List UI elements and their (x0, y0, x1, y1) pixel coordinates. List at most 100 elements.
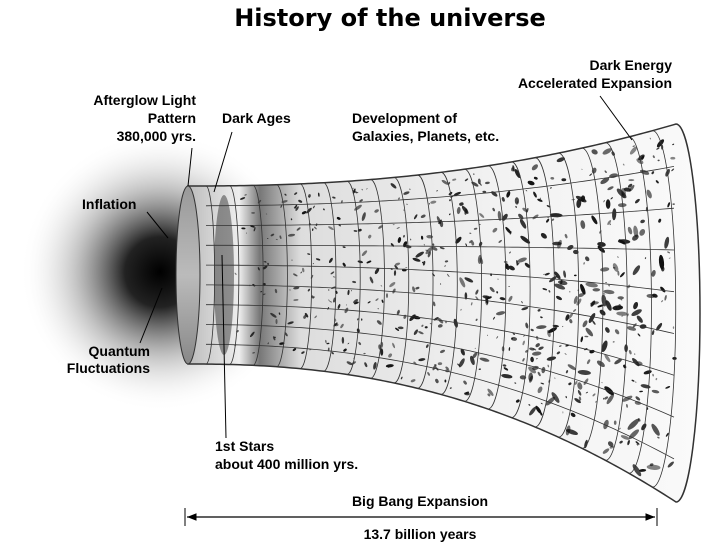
galaxy (394, 262, 401, 266)
galaxy (458, 358, 465, 368)
galaxy (294, 204, 298, 209)
galaxy (292, 348, 297, 352)
grid-ring (605, 142, 628, 461)
grid-ring (323, 182, 337, 372)
galaxy (336, 216, 341, 220)
galaxy (492, 316, 496, 320)
label-line: 380,000 yrs. (117, 128, 196, 144)
pointer (187, 147, 193, 187)
galaxy (410, 238, 412, 241)
galaxy (390, 183, 397, 189)
galaxy (554, 283, 566, 290)
galaxy (373, 361, 377, 370)
galaxy (301, 211, 307, 215)
galaxy (622, 163, 625, 166)
galaxy (603, 419, 609, 430)
galaxy (361, 318, 363, 321)
galaxy (302, 267, 305, 273)
galaxy (528, 366, 537, 374)
galaxy (656, 147, 660, 150)
galaxy (565, 344, 569, 347)
galaxy (536, 325, 547, 329)
galaxy (636, 315, 643, 323)
galaxy (260, 291, 263, 293)
galaxy (584, 439, 588, 449)
galaxy (279, 342, 285, 345)
label-inflation: Inflation (82, 196, 169, 239)
galaxy (509, 251, 511, 254)
galaxy (515, 399, 520, 403)
galaxy (618, 203, 627, 208)
galaxy (652, 293, 658, 298)
galaxy (542, 288, 548, 291)
galaxy (640, 384, 651, 389)
grid-ring (440, 171, 458, 395)
galaxy (334, 318, 337, 322)
galaxy (314, 226, 317, 230)
galaxy (554, 271, 561, 280)
galaxy (413, 329, 419, 335)
galaxy (547, 364, 550, 368)
galaxy (505, 226, 512, 234)
galaxy (651, 389, 660, 394)
galaxy (631, 379, 635, 382)
galaxy (547, 329, 551, 338)
galaxy (644, 257, 647, 260)
galaxy (317, 192, 320, 197)
grid-ring (558, 152, 579, 438)
galaxy (410, 379, 416, 383)
galaxy (325, 339, 327, 344)
galaxy (347, 342, 350, 345)
galaxy (670, 156, 676, 160)
label-line: Dark Energy (590, 57, 673, 73)
galaxy (380, 285, 383, 287)
galaxy (551, 218, 555, 221)
galaxy (604, 354, 611, 363)
galaxy (392, 224, 395, 226)
galaxy (550, 176, 555, 180)
galaxy (474, 347, 476, 349)
grid-ring (299, 183, 313, 370)
galaxy (304, 312, 309, 318)
galaxy (470, 302, 473, 306)
galaxy (533, 191, 537, 198)
galaxy (293, 206, 295, 209)
galaxy (522, 358, 525, 362)
galaxy (564, 353, 567, 355)
label-line: Dark Ages (222, 110, 291, 126)
galaxy (658, 254, 665, 270)
galaxy (610, 197, 613, 200)
galaxy (592, 320, 596, 325)
galaxy (637, 418, 641, 422)
galaxy (290, 218, 293, 221)
galaxy (614, 329, 620, 335)
galaxy (664, 294, 667, 301)
galaxy (459, 277, 466, 288)
galaxy (634, 381, 637, 383)
galaxy (452, 178, 457, 181)
galaxy (279, 235, 282, 240)
galaxy (482, 190, 487, 194)
galaxy (566, 428, 578, 436)
galaxy (311, 228, 314, 231)
galaxy (535, 405, 542, 414)
galaxy (439, 246, 445, 250)
galaxy (342, 262, 346, 267)
galaxy (560, 279, 563, 285)
galaxy (632, 145, 636, 147)
galaxy (392, 342, 396, 349)
span-title: Big Bang Expansion (352, 493, 488, 509)
galaxy (603, 200, 605, 203)
grid-ring (370, 179, 385, 379)
galaxy (311, 295, 315, 299)
galaxy (444, 260, 449, 263)
galaxy (356, 191, 359, 194)
galaxy (541, 366, 546, 374)
label-line: Fluctuations (67, 360, 150, 376)
galaxy (524, 262, 531, 268)
galaxy (573, 274, 577, 277)
galaxy (389, 282, 396, 288)
galaxy (667, 251, 671, 254)
galaxy (332, 196, 336, 199)
galaxy (307, 253, 311, 255)
